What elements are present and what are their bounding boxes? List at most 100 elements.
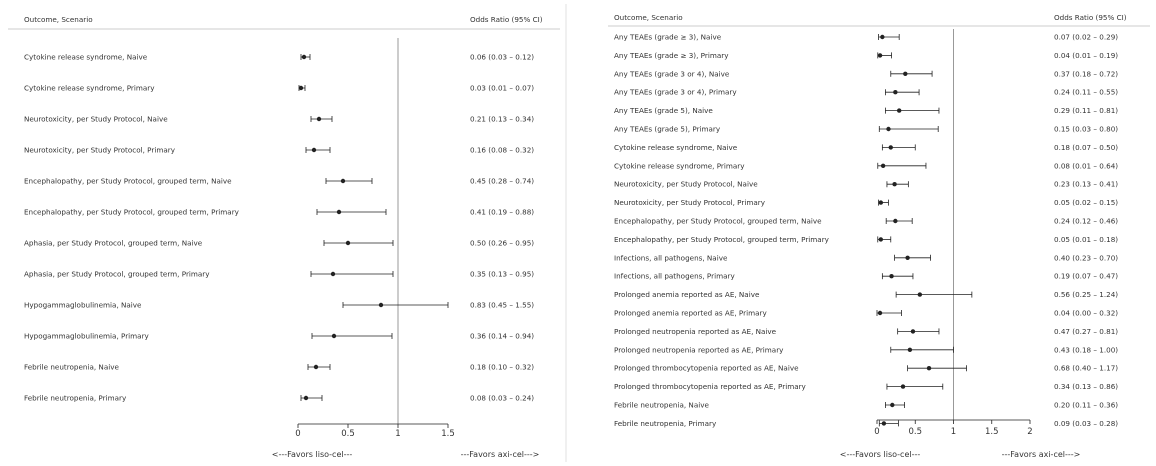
header-odds-ratio: Odds Ratio (95% CI) [470,15,543,24]
row-label: Encephalopathy, per Study Protocol, grou… [614,235,830,244]
point-estimate [892,182,897,187]
row-label: Prolonged neutropenia reported as AE, Na… [614,327,777,336]
row-ci-text: 0.15 (0.03 – 0.80) [1054,125,1118,134]
point-estimate [903,71,908,77]
x-tick-label: 1.5 [985,427,999,437]
forest-row: Encephalopathy, per Study Protocol, grou… [614,217,1118,226]
point-estimate [910,329,916,334]
forest-row: Prolonged neutropenia reported as AE, Na… [614,327,1118,336]
header-odds-ratio: Odds Ratio (95% CI) [1054,13,1127,22]
row-label: Any TEAEs (grade 5), Primary [614,125,721,134]
row-label: Prolonged neutropenia reported as AE, Pr… [614,345,784,354]
forest-row: Cytokine release syndrome, Naive 0.18 (0.… [614,143,1118,152]
forest-row: Infections, all pathogens, Naive 0.40 (0.… [614,253,1118,262]
forest-row: Any TEAEs (grade 5), Naive 0.29 (0.11 – 0… [614,106,1118,115]
row-ci-text: 0.08 (0.03 – 0.24) [470,394,534,403]
forest-row: Any TEAEs (grade 3 or 4), Primary 0.24 (0… [614,88,1118,97]
row-label: Any TEAEs (grade 3 or 4), Primary [614,88,737,97]
forest-row: Prolonged anemia reported as AE, Primary… [614,309,1118,318]
row-ci-text: 0.50 (0.26 – 0.95) [470,239,534,248]
row-label: Febrile neutropenia, Naive [24,363,119,372]
row-label: Cytokine release syndrome, Primary [614,161,745,170]
row-label: Any TEAEs (grade ≥ 3), Naive [614,33,722,42]
row-label: Neurotoxicity, per Study Protocol, Naive [614,180,758,189]
forest-row: Prolonged thrombocytopenia reported as A… [614,382,1118,391]
forest-row: Neurotoxicity, per Study Protocol, Prima… [24,146,534,155]
row-label: Encephalopathy, per Study Protocol, grou… [614,217,822,226]
favors-right-label: ---Favors axi-cel---> [1002,450,1081,459]
forest-row: Any TEAEs (grade 5), Primary 0.15 (0.03 –… [614,125,1118,134]
forest-row: Encephalopathy, per Study Protocol, grou… [614,235,1118,244]
row-label: Neurotoxicity, per Study Protocol, Prima… [24,146,176,155]
point-estimate [926,366,932,371]
forest-row: Hypogammaglobulinemia, Naive 0.83 (0.45 –… [24,301,534,310]
row-ci-text: 0.20 (0.11 – 0.36) [1054,401,1118,410]
header-outcome-scenario: Outcome, Scenario [614,13,683,22]
point-estimate [893,90,898,95]
forest-row: Hypogammaglobulinemia, Primary 0.36 (0.14… [24,332,534,341]
row-label: Infections, all pathogens, Primary [614,272,735,281]
forest-panel-1: Outcome, Scenario Odds Ratio (95% CI) Cyto… [8,4,567,462]
point-estimate [907,347,913,352]
row-ci-text: 0.47 (0.27 – 0.81) [1054,327,1118,336]
row-ci-text: 0.43 (0.18 – 1.00) [1054,345,1118,354]
point-estimate [881,421,887,426]
point-estimate [877,310,883,316]
favors-right-label: ---Favors axi-cel---> [461,450,540,459]
row-ci-text: 0.09 (0.03 – 0.28) [1054,419,1118,428]
row-ci-text: 0.45 (0.28 – 0.74) [470,177,534,186]
row-label: Hypogammaglobulinemia, Naive [24,301,142,310]
point-estimate [880,163,886,168]
point-estimate [878,237,884,242]
point-estimate [880,34,885,40]
row-ci-text: 0.29 (0.11 – 0.81) [1054,106,1118,115]
forest-row: Aphasia, per Study Protocol, grouped ter… [24,239,534,248]
forest-row: Aphasia, per Study Protocol, grouped ter… [24,270,534,279]
row-ci-text: 0.36 (0.14 – 0.94) [470,332,534,341]
forest-row: Febrile neutropenia, Primary 0.09 (0.03 –… [614,419,1118,428]
row-label: Aphasia, per Study Protocol, grouped ter… [24,270,210,279]
forest-row: Neurotoxicity, per Study Protocol, Naive… [614,180,1118,189]
point-estimate [905,255,910,260]
row-ci-text: 0.34 (0.13 – 0.86) [1054,382,1118,391]
row-label: Infections, all pathogens, Naive [614,253,728,262]
point-estimate [378,302,384,308]
forest-row: Any TEAEs (grade 3 or 4), Naive 0.37 (0.1… [614,69,1118,78]
row-ci-text: 0.19 (0.07 – 0.47) [1054,272,1118,281]
row-label: Prolonged thrombocytopenia reported as A… [614,382,807,391]
row-ci-text: 0.83 (0.45 – 1.55) [470,301,534,310]
point-estimate [917,292,923,297]
forest-panel-2: Outcome, Scenario Odds Ratio (95% CI) Any … [608,13,1150,459]
x-tick-label: 1.5 [441,429,455,439]
point-estimate [893,218,898,224]
forest-row: Febrile neutropenia, Primary 0.08 (0.03 –… [24,394,534,403]
row-label: Cytokine release syndrome, Naive [614,143,738,152]
row-label: Encephalopathy, per Study Protocol, grou… [24,208,240,217]
row-label: Any TEAEs (grade 3 or 4), Naive [614,69,730,78]
row-label: Cytokine release syndrome, Naive [24,53,148,62]
row-ci-text: 0.07 (0.02 – 0.29) [1054,33,1118,42]
forest-row: Febrile neutropenia, Naive 0.20 (0.11 – 0… [614,401,1118,410]
forest-row: Cytokine release syndrome, Primary 0.08 (… [614,161,1118,170]
row-label: Prolonged thrombocytopenia reported as A… [614,364,799,373]
row-label: Febrile neutropenia, Primary [24,394,127,403]
point-estimate [896,108,902,113]
point-estimate [886,126,891,132]
header-outcome-scenario: Outcome, Scenario [24,15,93,24]
point-estimate [340,178,346,184]
row-label: Neurotoxicity, per Study Protocol, Naive [24,115,168,124]
row-ci-text: 0.24 (0.12 – 0.46) [1054,217,1118,226]
row-ci-text: 0.18 (0.10 – 0.32) [470,363,534,372]
row-label: Any TEAEs (grade ≥ 3), Primary [614,51,729,60]
row-label: Encephalopathy, per Study Protocol, grou… [24,177,232,186]
forest-row: Infections, all pathogens, Primary 0.19 (… [614,272,1118,281]
point-estimate [331,333,337,339]
forest-row: Neurotoxicity, per Study Protocol, Prima… [614,198,1118,207]
point-estimate [336,209,342,215]
row-ci-text: 0.68 (0.40 – 1.17) [1054,364,1118,373]
row-ci-text: 0.23 (0.13 – 0.41) [1054,180,1118,189]
row-label: Any TEAEs (grade 5), Naive [614,106,713,115]
row-ci-text: 0.04 (0.00 – 0.32) [1054,309,1118,318]
